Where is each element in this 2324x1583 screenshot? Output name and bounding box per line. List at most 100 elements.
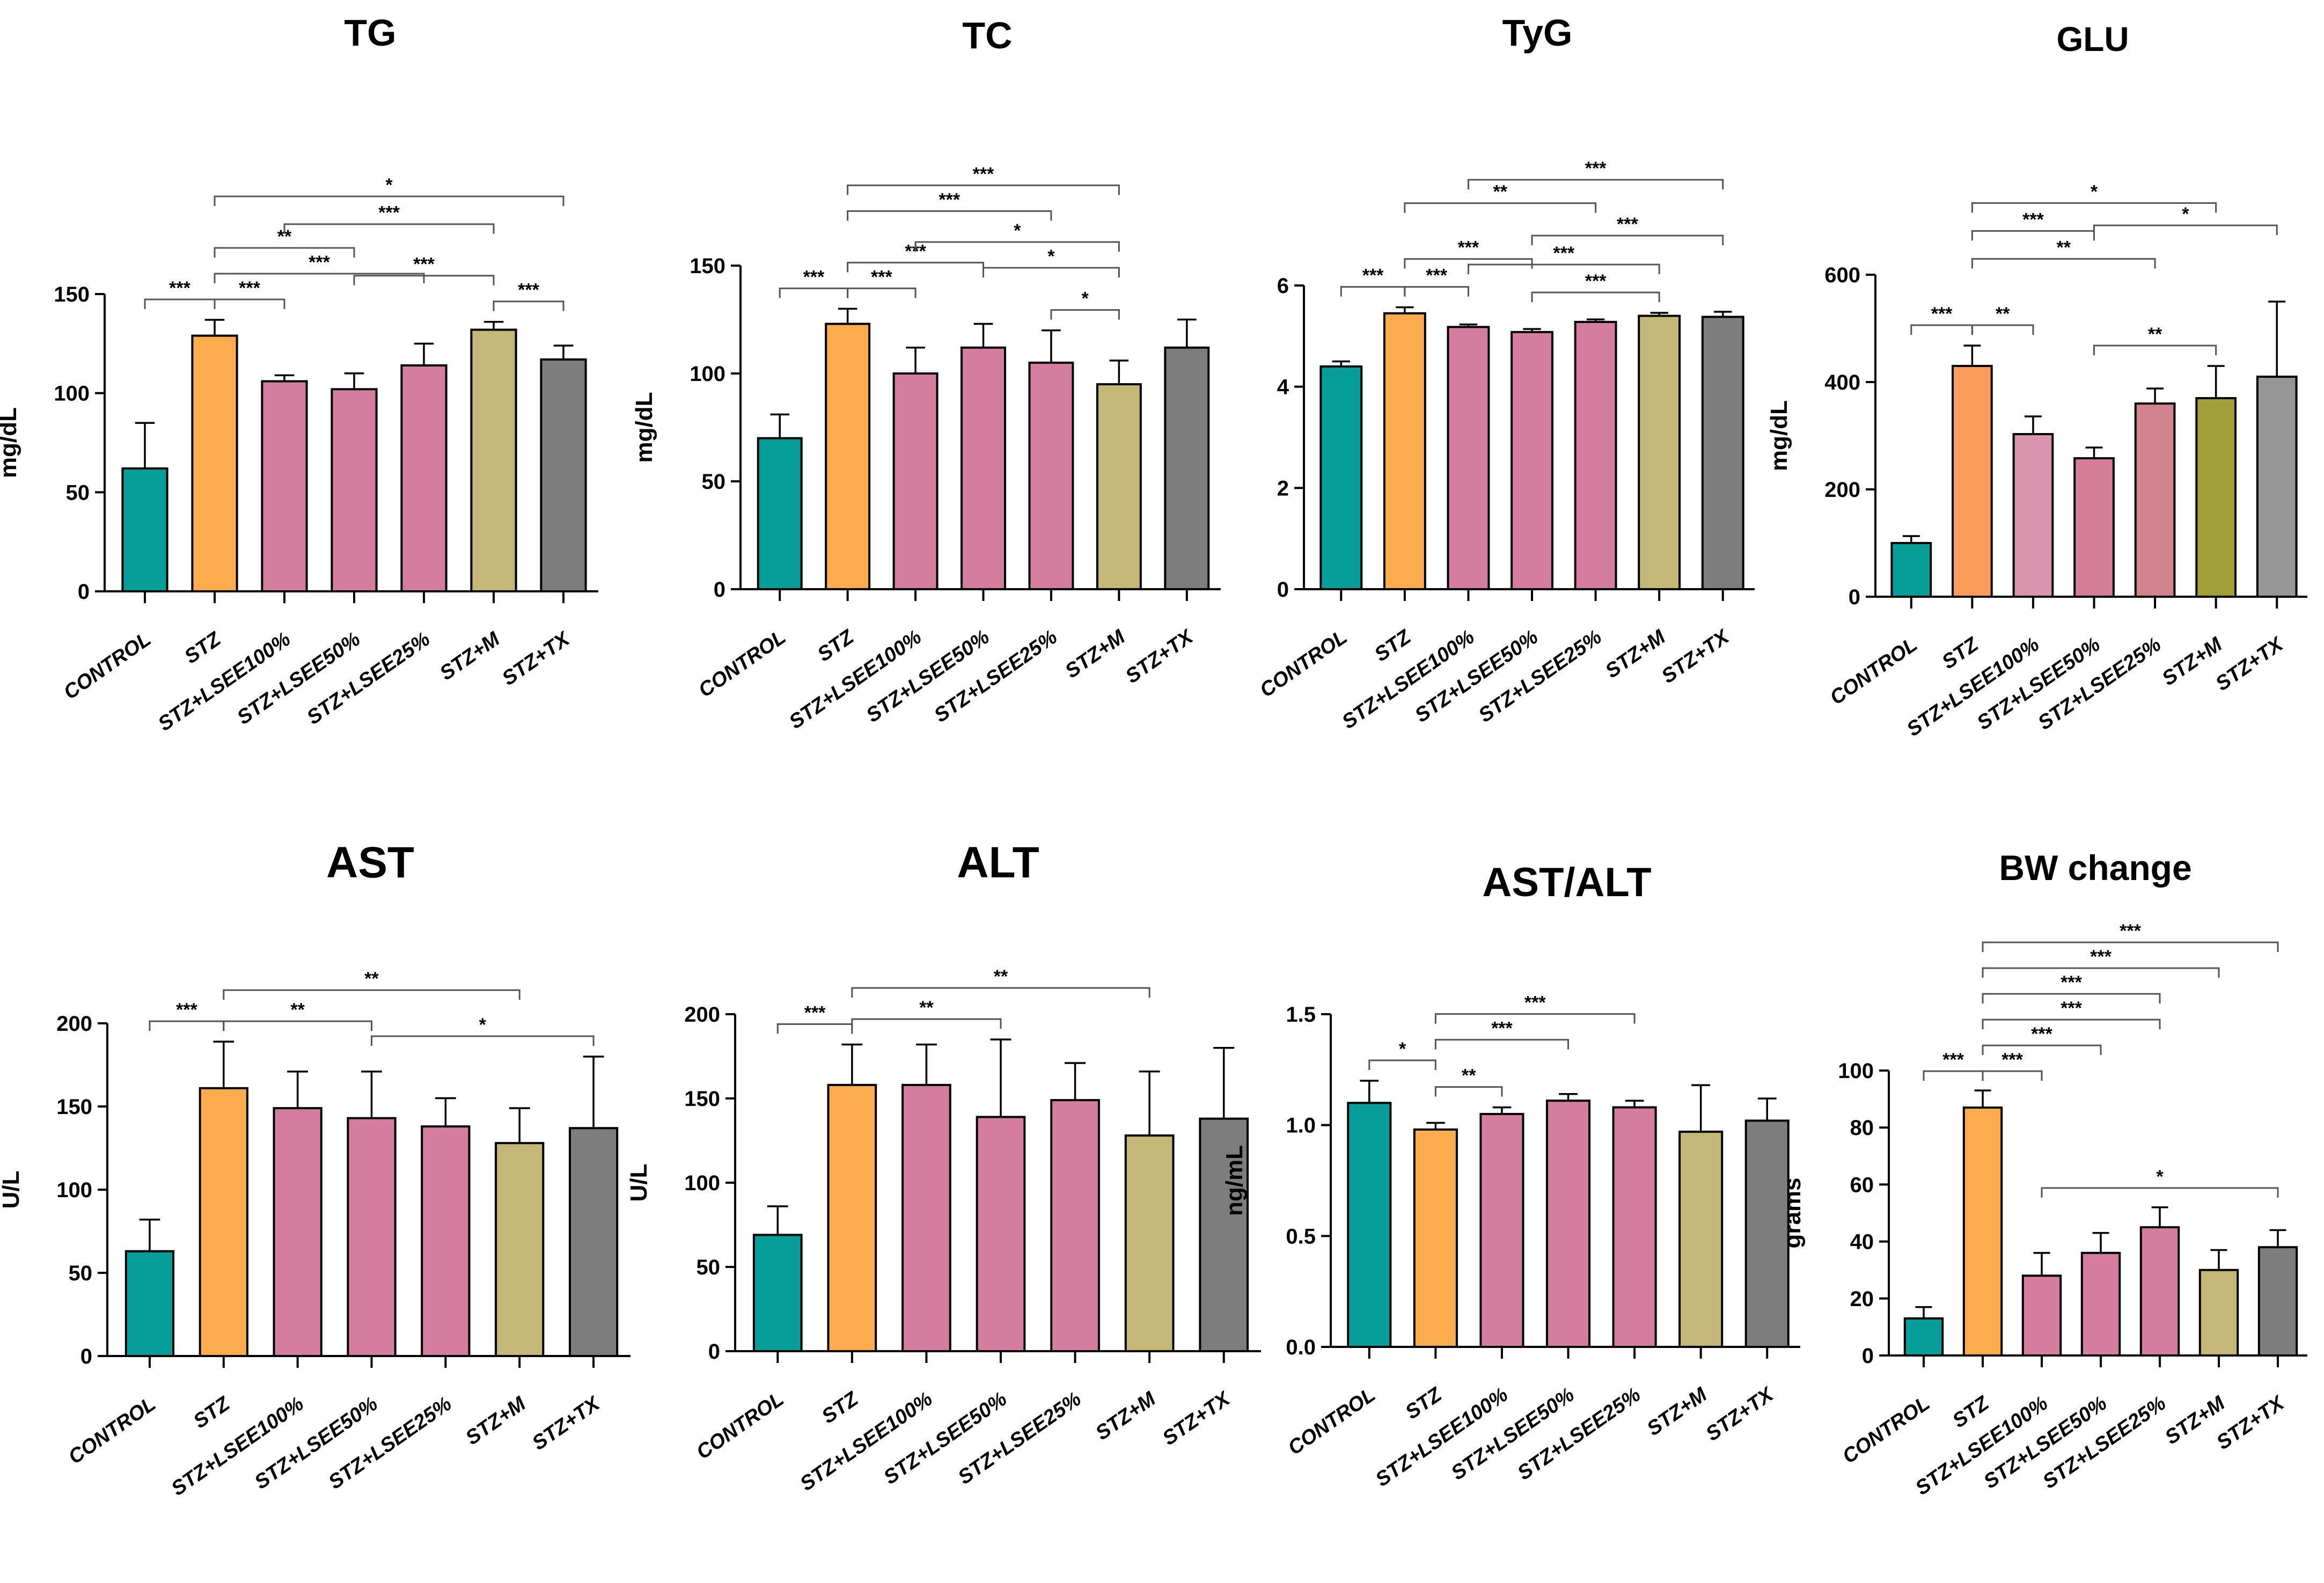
bar-tc-5: [1096, 383, 1142, 590]
bar-glu-0: [1890, 542, 1932, 598]
significance-bracket: [1434, 1013, 1636, 1024]
significance-bracket: [1434, 1086, 1503, 1097]
chart-title: AST: [326, 838, 414, 887]
x-category-label: STZ+TX: [2212, 632, 2289, 695]
x-category-label: STZ+LSEE100%: [796, 1388, 937, 1496]
bar-tyg-4: [1574, 320, 1617, 590]
significance-bracket: [371, 1035, 595, 1046]
significance-bracket: [1404, 286, 1469, 297]
bar-ast-4: [421, 1125, 471, 1357]
y-tick-label: 6: [1277, 274, 1289, 298]
bar-tg-0: [121, 467, 168, 592]
x-category-label: STZ+TX: [498, 627, 575, 690]
bar-astalt-3: [1545, 1100, 1591, 1348]
bar-tyg-5: [1638, 314, 1681, 590]
significance-bracket: [1910, 324, 1973, 335]
significance-label: **: [2148, 324, 2162, 345]
significance-bracket: [214, 273, 425, 284]
x-category-label: CONTROL: [692, 1388, 788, 1464]
significance-label: **: [919, 998, 934, 1018]
x-category-label: CONTROL: [1256, 626, 1351, 702]
x-category-label: STZ+M: [1061, 625, 1130, 683]
significance-label: ***: [2031, 1024, 2052, 1044]
y-tick-label: 150: [690, 254, 725, 278]
bar-bw-1: [1962, 1106, 2003, 1357]
significance-label: **: [994, 966, 1008, 987]
significance-bracket: [1971, 258, 2156, 269]
significance-bracket: [1368, 1059, 1436, 1070]
x-category-label: STZ+LSEE25%: [954, 1388, 1086, 1489]
significance-label: *: [2156, 1167, 2164, 1187]
y-tick-label: 100: [1838, 1059, 1874, 1083]
bar-glu-3: [2073, 457, 2115, 598]
bar-alt-3: [976, 1116, 1026, 1353]
significance-label: **: [290, 1000, 305, 1020]
significance-label: ***: [1426, 266, 1447, 286]
y-tick-label: 200: [684, 1003, 720, 1027]
bar-bw-4: [2139, 1226, 2180, 1357]
significance-label: ***: [1491, 1018, 1513, 1039]
x-category-label: STZ+TX: [2212, 1391, 2289, 1454]
y-tick-label: 50: [702, 470, 726, 494]
significance-bracket: [1404, 258, 1533, 269]
significance-bracket: [2093, 224, 2278, 235]
significance-label: ***: [1553, 243, 1574, 263]
significance-label: ***: [309, 252, 330, 273]
significance-bracket: [847, 184, 1120, 195]
y-tick-label: 50: [66, 481, 90, 504]
y-axis-label: mg/dL: [1766, 400, 1792, 471]
x-category-label: STZ+M: [436, 627, 504, 685]
bar-tyg-3: [1511, 331, 1553, 591]
significance-label: *: [2091, 181, 2098, 202]
y-tick-label: 50: [697, 1256, 721, 1279]
y-axis-label: U/L: [626, 1164, 652, 1202]
significance-bracket: [1923, 1070, 1984, 1081]
bar-astalt-2: [1479, 1113, 1524, 1348]
bar-tc-6: [1164, 346, 1210, 590]
significance-label: ***: [1617, 214, 1638, 234]
chart-alt: ALT 0 50 100 150 200 U/L CONTROL STZSTZ+LSEE100%…: [626, 838, 1261, 1496]
y-tick-label: 100: [684, 1171, 720, 1195]
bar-tg-3: [331, 388, 378, 593]
y-tick-label: 0: [1849, 585, 1860, 609]
y-tick-label: 200: [56, 1012, 92, 1036]
bar-alt-1: [827, 1083, 877, 1352]
bar-bw-6: [2257, 1246, 2298, 1357]
chart-bw: BW change 0 20 40 60 80 100 grams CONTROL STZ STZ+…: [1779, 848, 2307, 1500]
x-category-label: STZ+LSEE25%: [930, 626, 1061, 727]
bar-ast-5: [495, 1142, 545, 1357]
significance-bracket: [1467, 179, 1724, 190]
bar-ast-3: [347, 1117, 397, 1357]
significance-label: ***: [1585, 271, 1607, 291]
significance-label: *: [1014, 221, 1021, 241]
y-tick-label: 40: [1850, 1230, 1874, 1254]
y-tick-label: 150: [54, 283, 90, 306]
significance-label: *: [1082, 289, 1089, 309]
significance-bracket: [847, 287, 917, 298]
bar-bw-5: [2198, 1269, 2239, 1357]
significance-label: **: [364, 969, 379, 989]
significance-bracket: [1340, 286, 1406, 297]
significance-label: ***: [1931, 304, 1953, 324]
bar-bw-0: [1903, 1317, 1944, 1357]
significance-bracket: [1982, 967, 2220, 978]
significance-label: ***: [378, 203, 400, 223]
y-tick-label: 2: [1277, 477, 1289, 500]
bar-astalt-4: [1612, 1106, 1657, 1349]
significance-bracket: [144, 298, 216, 310]
x-category-label: CONTROL: [64, 1393, 160, 1469]
y-tick-label: 100: [54, 382, 90, 406]
y-tick-label: 4: [1277, 376, 1289, 399]
significance-bracket: [1434, 1039, 1569, 1050]
bar-alt-6: [1199, 1117, 1249, 1352]
y-tick-label: 100: [56, 1178, 92, 1202]
y-tick-label: 0: [708, 1340, 720, 1364]
y-axis-label: U/L: [0, 1171, 24, 1209]
significance-bracket: [493, 301, 564, 311]
significance-bracket: [149, 1020, 225, 1031]
significance-label: ***: [2061, 972, 2082, 993]
